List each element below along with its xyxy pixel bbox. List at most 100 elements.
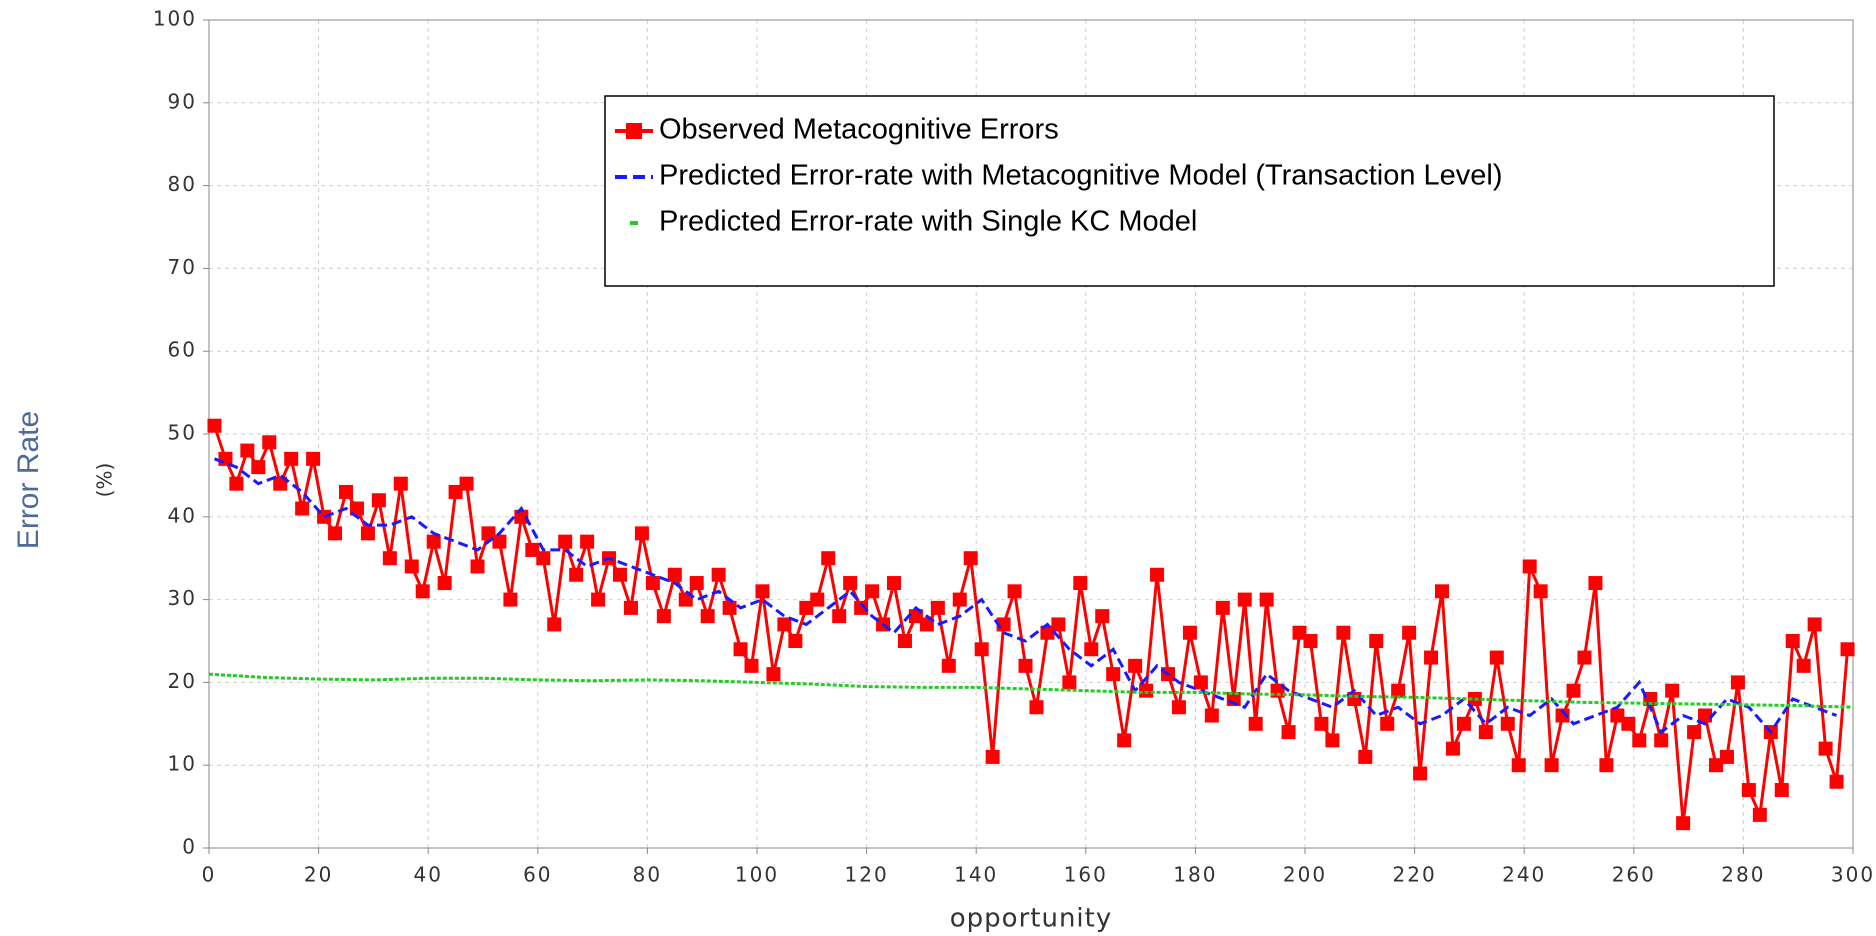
data-point	[295, 501, 310, 516]
data-point	[328, 526, 343, 541]
data-point	[448, 484, 463, 499]
data-point	[1698, 708, 1713, 723]
x-tick-label: 200	[1283, 863, 1327, 887]
data-point	[755, 584, 770, 599]
data-point	[426, 534, 441, 549]
data-point	[1358, 749, 1373, 764]
data-point	[1774, 783, 1789, 798]
data-point	[1533, 584, 1548, 599]
legend-label: Observed Metacognitive Errors	[659, 114, 1059, 146]
data-point	[832, 609, 847, 624]
data-point	[777, 617, 792, 632]
data-point	[887, 576, 901, 591]
data-point	[1095, 609, 1110, 624]
series-line	[213, 457, 1838, 735]
plot-border	[208, 19, 1854, 849]
data-point	[1818, 741, 1833, 756]
legend-marker	[626, 123, 642, 139]
data-point	[1544, 758, 1559, 773]
x-tick-label: 40	[413, 863, 442, 887]
data-point	[952, 592, 967, 607]
data-point	[1489, 650, 1504, 665]
x-tick-label: 300	[1831, 863, 1875, 887]
data-point	[306, 451, 321, 466]
data-point	[766, 667, 781, 682]
data-point	[711, 567, 726, 582]
data-point	[591, 592, 606, 607]
data-point	[1500, 716, 1515, 731]
data-point	[1106, 667, 1121, 682]
x-tick-label: 260	[1612, 863, 1656, 887]
x-tick-label: 60	[523, 863, 552, 887]
data-point	[1599, 758, 1614, 773]
data-point	[623, 600, 638, 615]
data-point	[722, 600, 737, 615]
data-point	[536, 551, 551, 566]
data-point	[843, 576, 858, 591]
data-point	[963, 551, 978, 566]
data-point	[865, 584, 880, 599]
data-point	[1040, 625, 1055, 640]
y-axis-label: Error Rate	[12, 411, 45, 549]
data-point	[1402, 625, 1417, 640]
data-point	[1632, 733, 1647, 748]
data-point	[1128, 658, 1143, 673]
data-point	[1018, 658, 1033, 673]
data-point	[678, 592, 693, 607]
y-tick-label: 40	[168, 503, 197, 527]
y-tick-label: 50	[168, 421, 197, 445]
data-point	[799, 600, 814, 615]
data-point	[569, 567, 584, 582]
data-point	[1577, 650, 1592, 665]
data-point	[1292, 625, 1307, 640]
data-point	[1150, 567, 1165, 582]
data-point	[613, 567, 627, 582]
data-point	[240, 443, 255, 458]
x-tick-label: 0	[202, 863, 217, 887]
data-point	[503, 592, 518, 607]
data-point	[459, 476, 474, 491]
data-point	[1511, 758, 1526, 773]
data-point	[1215, 600, 1230, 615]
y-tick-label: 0	[182, 835, 197, 859]
y-tick-label: 20	[168, 669, 197, 693]
data-point	[744, 658, 759, 673]
data-point	[1456, 716, 1471, 731]
data-point	[393, 476, 408, 491]
x-tick-label: 140	[954, 863, 998, 887]
data-point	[1785, 634, 1800, 648]
data-point	[1084, 642, 1099, 657]
y-tick-label: 90	[168, 89, 197, 113]
data-point	[1654, 733, 1669, 748]
data-point	[1807, 617, 1822, 632]
data-point	[547, 617, 562, 632]
y-tick-label: 80	[168, 172, 197, 196]
data-point	[1621, 716, 1636, 731]
x-tick-label: 280	[1721, 863, 1765, 887]
x-tick-label: 220	[1393, 863, 1437, 887]
data-point	[1303, 634, 1318, 648]
data-point	[908, 609, 923, 624]
data-point	[1752, 807, 1767, 822]
data-point	[930, 600, 945, 615]
data-point	[1204, 708, 1219, 723]
data-point	[1380, 716, 1395, 731]
data-point	[1555, 708, 1570, 723]
x-axis-label: opportunity	[950, 904, 1112, 934]
data-point	[470, 559, 485, 574]
data-point	[656, 609, 671, 624]
data-point	[1829, 774, 1844, 789]
data-point	[974, 642, 989, 657]
y-tick-label: 100	[153, 7, 197, 31]
y-tick-label: 60	[168, 338, 197, 362]
data-point	[919, 617, 934, 632]
x-tick-label: 240	[1502, 863, 1546, 887]
data-point	[1478, 725, 1493, 740]
data-point	[788, 634, 803, 648]
data-point	[821, 551, 836, 566]
data-point	[492, 534, 507, 549]
data-point	[1643, 691, 1658, 706]
data-point	[645, 576, 660, 591]
data-point	[667, 567, 682, 582]
